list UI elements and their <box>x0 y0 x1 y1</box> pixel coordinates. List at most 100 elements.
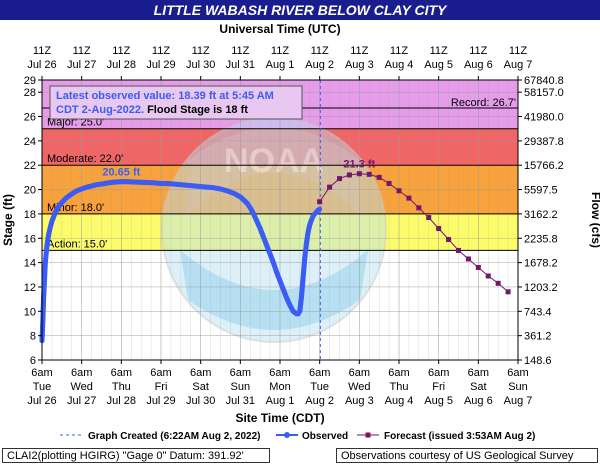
bottom-tick-date: Aug 3 <box>345 395 374 407</box>
bottom-axis-title: Site Time (CDT) <box>235 411 324 425</box>
info-line-2-date: CDT 2-Aug-2022. <box>56 104 144 116</box>
legend-observed: Observed <box>302 431 348 442</box>
right-axis-ticks: 148.6 361.2 743.4 1203.2 1678.2 2235.8 3162.2 5… <box>518 75 564 367</box>
legend-forecast-swatch-dot <box>365 432 371 438</box>
y-tick-label: 26 <box>24 112 36 124</box>
bottom-tick-day: Thu <box>112 381 131 393</box>
y-tick-label: 6 <box>30 355 36 367</box>
bottom-tick-day: Sat <box>192 381 209 393</box>
top-tick-hour: 11Z <box>112 45 130 57</box>
info-line-2-flood: Flood Stage is 18 ft <box>144 104 248 116</box>
forecast-point <box>446 236 452 242</box>
bottom-tick-date: Aug 2 <box>305 395 334 407</box>
bottom-tick-time: 6am <box>31 367 52 379</box>
forecast-point <box>495 280 501 286</box>
y2-tick-label: 743.4 <box>524 306 552 318</box>
record-label: Record: 26.7' <box>451 97 516 109</box>
y-tick-label: 22 <box>24 160 36 172</box>
stage-label-major: Major: 25.0' <box>47 117 104 129</box>
datum-footer: CLAI2(plotting HGIRG) "Gage 0" Datum: 39… <box>2 448 270 463</box>
y2-axis-label: Flow (cfs) <box>589 192 600 248</box>
y2-tick-label: 2235.8 <box>524 233 558 245</box>
peak-annotations: 20.65 ft 21.3 ft <box>102 159 375 179</box>
peak-annotation: 20.65 ft <box>102 167 140 179</box>
y-tick-label: 14 <box>24 258 36 270</box>
top-tick-hour: 11Z <box>390 45 408 57</box>
legend-forecast: Forecast (issued 3:53AM Aug 2) <box>384 431 535 442</box>
forecast-point <box>346 172 352 178</box>
top-tick-date: Jul 30 <box>186 59 215 71</box>
forecast-points <box>317 171 511 295</box>
bottom-tick-day: Fri <box>432 381 445 393</box>
forecast-point <box>386 180 392 186</box>
y-tick-label: 16 <box>24 233 36 245</box>
legend: Graph Created (6:22AM Aug 2, 2022) Obser… <box>60 431 535 442</box>
y-tick-label: 18 <box>24 209 36 221</box>
forecast-point <box>396 188 402 194</box>
y2-tick-label: 58157.0 <box>524 87 564 99</box>
forecast-point <box>376 174 382 180</box>
y-tick-label: 8 <box>30 331 36 343</box>
info-line-1: Latest observed value: 18.39 ft at 5:45 … <box>56 90 274 102</box>
top-tick-hour: 11Z <box>231 45 249 57</box>
bottom-tick-day: Fri <box>155 381 168 393</box>
forecast-point <box>485 273 491 279</box>
forecast-point <box>406 195 412 201</box>
top-tick-date: Jul 28 <box>107 59 136 71</box>
bottom-tick-time: 6am <box>507 367 528 379</box>
legend-graph-created: Graph Created (6:22AM Aug 2, 2022) <box>88 431 260 442</box>
top-tick-hour: 11Z <box>192 45 210 57</box>
bottom-tick-day: Sun <box>508 381 528 393</box>
y-tick-label: 28 <box>24 87 36 99</box>
bottom-tick-day: Sat <box>470 381 487 393</box>
bottom-tick-time: 6am <box>309 367 330 379</box>
stage-label-moderate: Moderate: 22.0' <box>47 153 123 165</box>
info-line-2: CDT 2-Aug-2022. Flood Stage is 18 ft <box>56 104 248 116</box>
observed-point <box>316 206 323 212</box>
forecast-point <box>416 205 422 211</box>
y2-tick-label: 3162.2 <box>524 209 558 221</box>
forecast-point <box>366 171 372 177</box>
top-tick-date: Aug 4 <box>385 59 414 71</box>
y2-tick-label: 5597.5 <box>524 185 558 197</box>
bottom-tick-time: 6am <box>468 367 489 379</box>
top-tick-hour: 11Z <box>469 45 487 57</box>
bottom-tick-time: 6am <box>349 367 370 379</box>
forecast-point <box>475 264 481 270</box>
forecast-point <box>317 199 323 205</box>
top-axis-title: Universal Time (UTC) <box>219 22 340 36</box>
top-tick-date: Aug 1 <box>266 59 295 71</box>
grid-lines <box>41 80 519 361</box>
bottom-tick-day: Sun <box>231 381 251 393</box>
forecast-point <box>327 184 333 190</box>
bottom-tick-date: Aug 6 <box>464 395 493 407</box>
top-tick-date: Aug 5 <box>424 59 453 71</box>
top-axis-ticks: 11Z Jul 26 11Z Jul 27 11Z Jul 28 11Z Jul 29 11Z J… <box>27 45 532 80</box>
y2-tick-label: 15766.2 <box>524 160 564 172</box>
top-tick-date: Jul 29 <box>146 59 175 71</box>
top-tick-hour: 11Z <box>509 45 527 57</box>
bottom-tick-date: Jul 31 <box>226 395 255 407</box>
y2-tick-label: 67840.8 <box>524 75 564 87</box>
bottom-tick-date: Jul 28 <box>107 395 136 407</box>
y2-tick-label: 1678.2 <box>524 258 558 270</box>
bottom-tick-date: Aug 1 <box>266 395 295 407</box>
bottom-tick-day: Thu <box>390 381 409 393</box>
bottom-tick-day: Tue <box>310 381 329 393</box>
bottom-tick-date: Jul 29 <box>146 395 175 407</box>
bottom-tick-day: Wed <box>348 381 370 393</box>
bottom-tick-time: 6am <box>190 367 211 379</box>
bottom-tick-date: Jul 30 <box>186 395 215 407</box>
bottom-tick-date: Aug 5 <box>424 395 453 407</box>
bottom-tick-day: Mon <box>269 381 290 393</box>
top-tick-date: Aug 7 <box>504 59 533 71</box>
bottom-tick-date: Jul 27 <box>67 395 96 407</box>
stage-label-action: Action: 15.0' <box>47 238 107 250</box>
forecast-point <box>456 247 461 253</box>
bottom-tick-date: Jul 26 <box>27 395 56 407</box>
bottom-tick-time: 6am <box>428 367 449 379</box>
y-tick-label: 12 <box>24 282 36 294</box>
top-tick-date: Aug 6 <box>464 59 493 71</box>
stage-lines: Major: 25.0'Moderate: 22.0'Minor: 18.0'A… <box>42 97 518 251</box>
